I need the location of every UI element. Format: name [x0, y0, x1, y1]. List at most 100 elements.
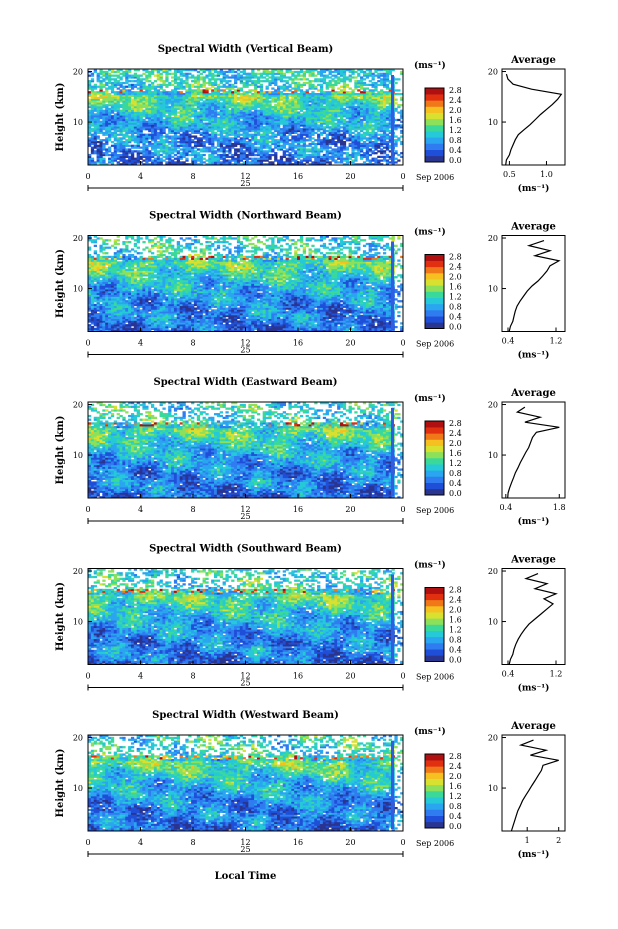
heatmap-cell [125, 139, 128, 141]
heatmap-cell [117, 154, 120, 156]
heatmap-cell [105, 137, 108, 139]
heatmap-cell [320, 156, 323, 158]
heatmap-cell [128, 135, 131, 137]
heatmap-cell [223, 135, 226, 137]
heatmap-cell [217, 134, 220, 136]
heatmap-cell [134, 135, 137, 137]
heatmap-cell [237, 148, 240, 150]
heatmap-cell [309, 154, 312, 156]
heatmap-cell [311, 147, 314, 149]
heatmap-cell [237, 154, 240, 156]
heatmap-cell [225, 150, 228, 152]
heatmap-cell [145, 134, 148, 136]
heatmap-cell [380, 134, 383, 136]
heatmap-cell [188, 134, 191, 136]
heatmap-cell [180, 161, 183, 163]
heatmap-cell [240, 137, 243, 139]
heatmap-cell [97, 145, 100, 147]
heatmap-cell [160, 154, 163, 156]
heatmap-cell [128, 148, 131, 150]
heatmap-cell [140, 147, 143, 149]
heatmap-cell [177, 135, 180, 137]
heatmap-cell [102, 139, 105, 141]
heatmap-cell [334, 148, 337, 150]
heatmap-cell [220, 161, 223, 163]
heatmap-cell [268, 154, 271, 156]
heatmap-cell [162, 159, 165, 161]
heatmap-cell [280, 145, 283, 147]
heatmap-cell [311, 161, 314, 163]
heatmap-cell [294, 159, 297, 161]
heatmap-cell [128, 156, 131, 158]
heatmap-cell [214, 150, 217, 152]
heatmap-cell [372, 150, 375, 152]
heatmap-cell [208, 154, 211, 156]
heatmap-cell [97, 141, 100, 143]
heatmap-cell [329, 161, 332, 163]
heatmap-cell [349, 154, 352, 156]
heatmap-cell [197, 148, 200, 150]
heatmap-cell [274, 139, 277, 141]
heatmap-cell [268, 141, 271, 143]
heatmap-cell [317, 134, 320, 136]
heatmap-cell [157, 132, 160, 134]
heatmap-cell [228, 156, 231, 158]
heatmap-cell [120, 137, 123, 139]
heatmap-cell [337, 147, 340, 149]
heatmap-cell [369, 148, 372, 150]
heatmap-cell [102, 152, 105, 154]
heatmap-cell [363, 132, 366, 134]
heatmap-cell [246, 154, 249, 156]
heatmap-cell [99, 139, 102, 141]
heatmap-cell [231, 137, 234, 139]
heatmap-cells [88, 69, 403, 165]
heatmap-cell [306, 145, 309, 147]
heatmap-cell [386, 159, 389, 161]
heatmap-cell [380, 148, 383, 150]
heatmap-cell [320, 132, 323, 134]
heatmap-cell [306, 139, 309, 141]
heatmap-cell [377, 137, 380, 139]
heatmap-cell [283, 161, 286, 163]
heatmap-cell [177, 145, 180, 147]
heatmap-cell [180, 134, 183, 136]
heatmap-cell [91, 147, 94, 149]
heatmap-cell [257, 147, 260, 149]
heatmap-cell [231, 143, 234, 145]
heatmap-cell [329, 147, 332, 149]
heatmap-cell [165, 161, 168, 163]
heatmap-cell [165, 145, 168, 147]
heatmap-cell [197, 152, 200, 154]
heatmap-cell [366, 143, 369, 145]
heatmap-cell [217, 148, 220, 150]
heatmap-cell [263, 150, 266, 152]
heatmap-cell [323, 137, 326, 139]
heatmap-cell [108, 158, 111, 160]
heatmap-cell [326, 130, 329, 132]
heatmap-cell [277, 159, 280, 161]
heatmap-cell [363, 161, 366, 163]
heatmap-cell [151, 159, 154, 161]
heatmap-cell [162, 156, 165, 158]
heatmap-cell [303, 137, 306, 139]
heatmap-cell [214, 156, 217, 158]
heatmap-cell [260, 134, 263, 136]
heatmap-cell [105, 148, 108, 150]
heatmap-cell [91, 158, 94, 160]
heatmap-cell [177, 141, 180, 143]
panel-0: Spectral Width (Vertical Beam)20100 4 8 12 1… [55, 44, 565, 194]
heatmap-cell [271, 161, 274, 163]
heatmap-cell [240, 134, 243, 136]
heatmap-cell [346, 147, 349, 149]
heatmap-cell [248, 158, 251, 160]
heatmap-cell [134, 150, 137, 152]
heatmap-cell [274, 134, 277, 136]
heatmap-cell [214, 132, 217, 134]
heatmap-cell [108, 147, 111, 149]
heatmap-cell [394, 161, 397, 163]
heatmap-cell [154, 158, 157, 160]
heatmap-cell [117, 137, 120, 139]
heatmap-cell [194, 150, 197, 152]
heatmap-cell [394, 135, 397, 137]
heatmap-cell [343, 158, 346, 160]
